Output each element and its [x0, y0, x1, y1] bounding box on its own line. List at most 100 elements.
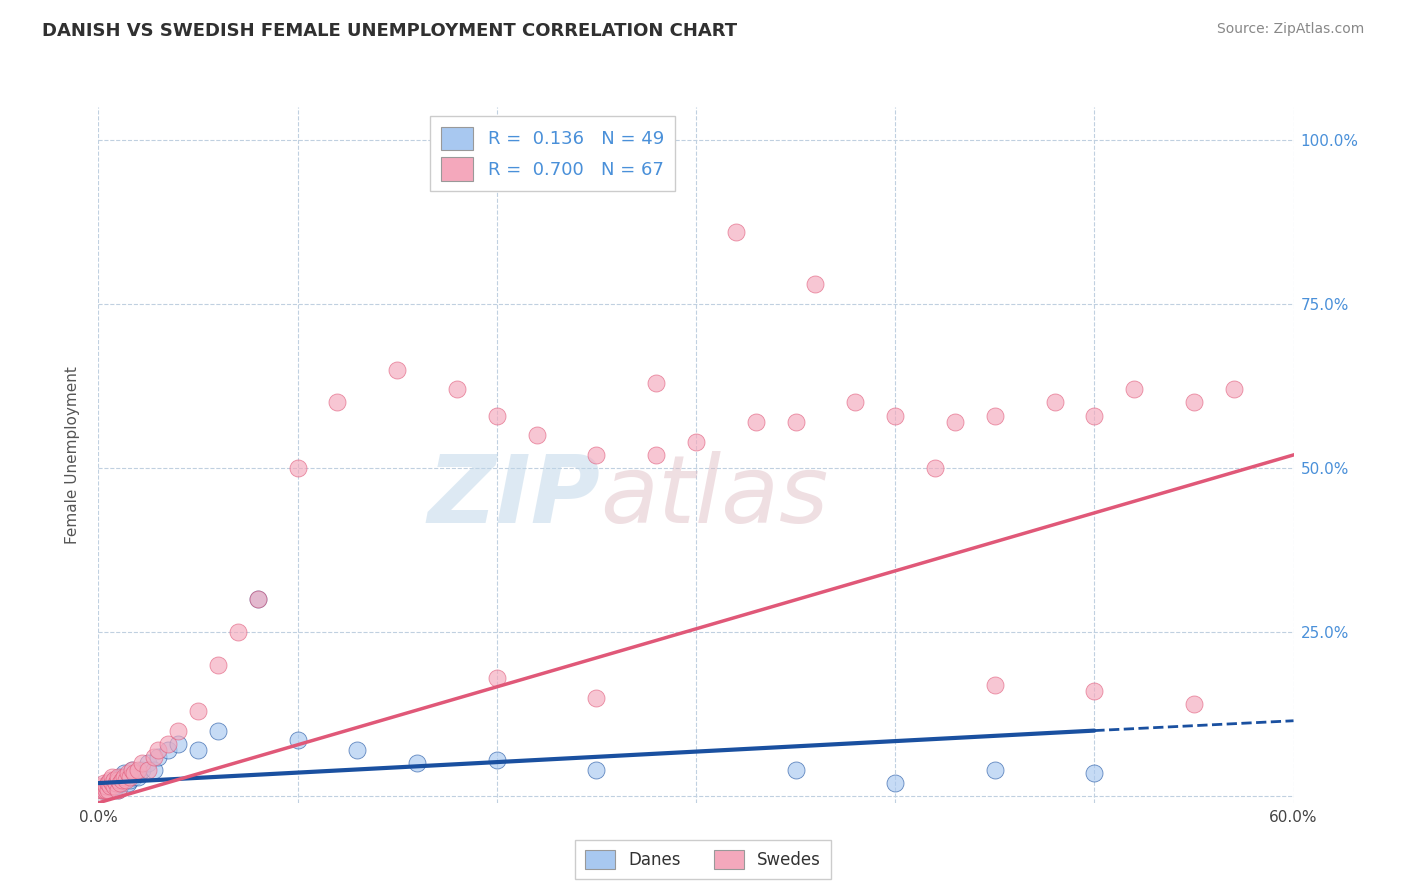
Point [645, 376, 668, 390]
Point [207, 723, 229, 738]
Point [287, 733, 309, 747]
Point [115, 770, 138, 784]
Point [406, 756, 429, 771]
Point [148, 743, 170, 757]
Point [1222, 382, 1246, 396]
Point [103, 776, 125, 790]
Point [346, 743, 368, 757]
Point [984, 409, 1007, 423]
Point [120, 772, 142, 787]
Point [485, 671, 508, 685]
Point [101, 776, 124, 790]
Point [97, 782, 120, 797]
Point [107, 772, 129, 787]
Point [96, 780, 118, 794]
Point [100, 782, 122, 797]
Point [246, 592, 269, 607]
Point [136, 763, 159, 777]
Point [111, 772, 134, 787]
Point [105, 776, 128, 790]
Point [100, 776, 122, 790]
Point [117, 766, 139, 780]
Point [385, 362, 409, 376]
Point [167, 737, 190, 751]
Text: Source: ZipAtlas.com: Source: ZipAtlas.com [1216, 22, 1364, 37]
Point [526, 428, 548, 442]
Point [124, 766, 146, 780]
Point [112, 766, 135, 780]
Point [100, 772, 122, 787]
Point [943, 415, 966, 429]
Point [187, 743, 209, 757]
Point [984, 763, 1007, 777]
Point [585, 763, 607, 777]
Point [187, 704, 209, 718]
Text: atlas: atlas [600, 451, 828, 542]
Point [1182, 698, 1205, 712]
Point [884, 776, 907, 790]
Point [91, 780, 114, 794]
Point [148, 749, 170, 764]
Point [131, 763, 153, 777]
Point [110, 776, 132, 790]
Point [745, 415, 768, 429]
Point [97, 780, 120, 794]
Point [785, 415, 807, 429]
Point [485, 753, 508, 767]
Point [91, 782, 114, 797]
Point [96, 782, 118, 797]
Point [96, 782, 118, 797]
Point [645, 448, 668, 462]
Point [111, 776, 134, 790]
Point [246, 592, 269, 607]
Text: DANISH VS SWEDISH FEMALE UNEMPLOYMENT CORRELATION CHART: DANISH VS SWEDISH FEMALE UNEMPLOYMENT CO… [42, 22, 737, 40]
Point [107, 772, 129, 787]
Point [97, 776, 120, 790]
Point [112, 772, 135, 787]
Legend: Danes, Swedes: Danes, Swedes [575, 840, 831, 880]
Point [101, 776, 124, 790]
Point [207, 657, 229, 672]
Point [167, 723, 190, 738]
Point [136, 756, 159, 771]
Point [157, 737, 180, 751]
Point [143, 749, 166, 764]
Point [585, 690, 607, 705]
Point [131, 756, 153, 771]
Point [724, 225, 747, 239]
Point [93, 782, 115, 797]
Point [1083, 409, 1105, 423]
Point [884, 409, 907, 423]
Point [112, 770, 135, 784]
Point [157, 743, 180, 757]
Point [785, 763, 807, 777]
Point [127, 770, 149, 784]
Point [105, 780, 128, 794]
Point [326, 395, 349, 409]
Point [110, 776, 132, 790]
Point [101, 770, 124, 784]
Point [107, 770, 129, 784]
Point [844, 395, 866, 409]
Point [89, 782, 111, 797]
Point [1083, 766, 1105, 780]
Point [585, 448, 607, 462]
Point [984, 678, 1007, 692]
Point [121, 763, 143, 777]
Point [117, 770, 139, 784]
Point [93, 776, 115, 790]
Legend: R =  0.136   N = 49, R =  0.700   N = 67: R = 0.136 N = 49, R = 0.700 N = 67 [430, 116, 675, 192]
Point [91, 782, 114, 797]
Point [1083, 684, 1105, 698]
Point [446, 382, 468, 396]
Point [115, 772, 138, 787]
Point [125, 766, 148, 780]
Point [685, 434, 707, 449]
Point [1043, 395, 1066, 409]
Point [103, 782, 125, 797]
Point [107, 782, 129, 797]
Point [103, 780, 125, 794]
Point [121, 763, 143, 777]
Point [100, 780, 122, 794]
Point [103, 772, 125, 787]
